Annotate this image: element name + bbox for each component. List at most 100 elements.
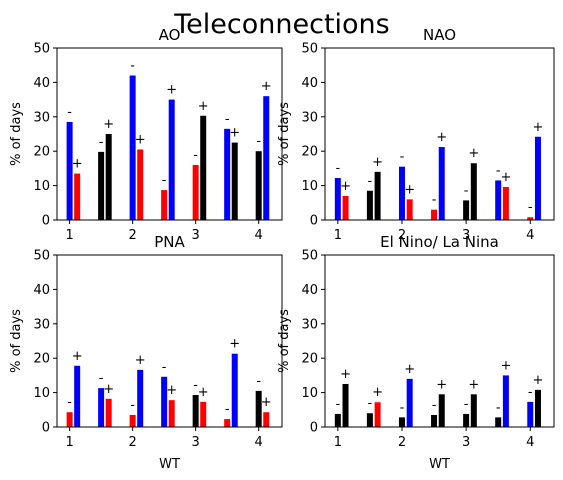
x-tick-label-1-0: 1 xyxy=(65,228,73,243)
bar-sign-label-1-10: + xyxy=(198,99,209,114)
bar-1-5 xyxy=(129,75,136,221)
bar-sign-label-1-8: + xyxy=(166,83,177,98)
bar-1-9 xyxy=(192,164,199,220)
bar-1-12 xyxy=(231,142,238,220)
bar-sign-label-1-9: - xyxy=(193,148,198,163)
y-tick-label-4-0: 0 xyxy=(310,421,318,436)
x-axis-label-3: WT xyxy=(159,457,180,472)
bar-sign-label-2-9: - xyxy=(464,183,469,198)
bar-sign-label-3-11: - xyxy=(225,402,230,417)
bar-2-11 xyxy=(495,180,502,220)
bar-3-6 xyxy=(137,369,144,427)
bar-sign-label-2-3: - xyxy=(368,174,373,189)
x-tick-label-3-2: 3 xyxy=(192,435,200,450)
bar-sign-label-4-12: + xyxy=(500,358,511,373)
bar-sign-label-4-11: - xyxy=(496,400,501,415)
bar-1-7 xyxy=(161,190,168,220)
y-tick-label-1-4: 40 xyxy=(33,76,50,91)
bar-sign-label-3-10: + xyxy=(198,385,209,400)
bar-sign-label-2-6: + xyxy=(404,182,415,197)
bar-1-1 xyxy=(66,121,73,220)
bar-3-8 xyxy=(168,400,175,427)
bar-1-4 xyxy=(105,134,112,220)
y-tick-label-4-5: 50 xyxy=(301,249,318,264)
bar-sign-label-2-2: + xyxy=(340,179,351,194)
bar-sign-label-1-13: - xyxy=(256,134,261,149)
bar-3-1 xyxy=(66,412,73,427)
bar-3-5 xyxy=(129,414,136,427)
bar-sign-label-3-14: + xyxy=(261,395,272,410)
y-tick-label-4-4: 40 xyxy=(301,283,318,298)
y-tick-label-2-3: 30 xyxy=(301,110,318,125)
bar-3-10 xyxy=(200,401,207,427)
x-tick-label-2-1: 2 xyxy=(398,228,406,243)
bar-1-14 xyxy=(263,96,270,220)
chart-title-4: El Nino/ La Nina xyxy=(380,233,499,251)
y-tick-label-4-3: 30 xyxy=(301,317,318,332)
bar-sign-label-1-11: - xyxy=(225,112,230,127)
bar-sign-label-2-5: - xyxy=(400,150,405,165)
bar-2-14 xyxy=(534,136,541,220)
bar-sign-label-1-3: - xyxy=(99,135,104,150)
x-tick-label-1-2: 3 xyxy=(192,228,200,243)
x-tick-label-2-0: 1 xyxy=(334,228,342,243)
y-tick-label-1-0: 0 xyxy=(42,214,50,229)
bar-sign-label-4-10: + xyxy=(468,377,479,392)
bar-sign-label-1-1: - xyxy=(67,105,72,120)
bar-sign-label-4-3: - xyxy=(368,396,373,411)
x-tick-label-3-3: 4 xyxy=(255,435,263,450)
bar-sign-label-3-4: + xyxy=(103,382,114,397)
y-tick-label-1-1: 10 xyxy=(33,179,50,194)
bar-sign-label-4-13: - xyxy=(528,385,533,400)
bar-sign-label-1-6: + xyxy=(135,132,146,147)
y-tick-label-4-2: 20 xyxy=(301,352,318,367)
bar-3-13 xyxy=(255,390,262,427)
x-tick-label-2-2: 3 xyxy=(462,228,470,243)
bar-sign-label-1-14: + xyxy=(261,79,272,94)
bar-1-13 xyxy=(255,151,262,220)
y-tick-label-2-4: 40 xyxy=(301,76,318,91)
bar-2-1 xyxy=(334,178,341,220)
y-tick-label-1-3: 30 xyxy=(33,110,50,125)
bar-sign-label-2-8: + xyxy=(436,130,447,145)
bar-sign-label-2-13: - xyxy=(528,200,533,215)
bar-2-3 xyxy=(366,190,373,220)
bar-1-10 xyxy=(200,115,207,220)
y-tick-label-3-0: 0 xyxy=(42,421,50,436)
bar-4-13 xyxy=(527,401,534,427)
bar-sign-label-3-7: - xyxy=(162,360,167,375)
bar-4-3 xyxy=(366,413,373,427)
bar-2-12 xyxy=(502,186,509,220)
axes-frame-4 xyxy=(324,254,555,428)
bar-3-12 xyxy=(231,353,238,427)
axes-frame-3 xyxy=(56,254,283,428)
bar-sign-label-4-6: + xyxy=(404,362,415,377)
bar-sign-label-4-9: - xyxy=(464,397,469,412)
bar-sign-label-2-14: + xyxy=(533,120,544,135)
bar-sign-label-1-2: + xyxy=(72,157,83,172)
x-tick-label-4-1: 2 xyxy=(398,435,406,450)
bar-sign-label-3-12: + xyxy=(229,337,240,352)
y-tick-label-3-3: 30 xyxy=(33,317,50,332)
bar-4-7 xyxy=(431,414,438,427)
x-tick-label-1-3: 4 xyxy=(255,228,263,243)
bar-4-9 xyxy=(463,413,470,427)
y-tick-label-3-1: 10 xyxy=(33,386,50,401)
bar-sign-label-1-7: - xyxy=(162,173,167,188)
bar-sign-label-4-8: + xyxy=(436,377,447,392)
bar-sign-label-3-3: - xyxy=(99,371,104,386)
x-axis-label-4: WT xyxy=(429,457,450,472)
bar-4-5 xyxy=(398,417,405,427)
y-axis-label-4: % of days xyxy=(277,309,292,373)
y-tick-label-2-1: 10 xyxy=(301,179,318,194)
y-tick-label-3-2: 20 xyxy=(33,352,50,367)
bar-sign-label-4-4: + xyxy=(372,385,383,400)
bar-2-7 xyxy=(431,209,438,220)
x-tick-label-4-2: 3 xyxy=(462,435,470,450)
bar-3-14 xyxy=(263,412,270,427)
